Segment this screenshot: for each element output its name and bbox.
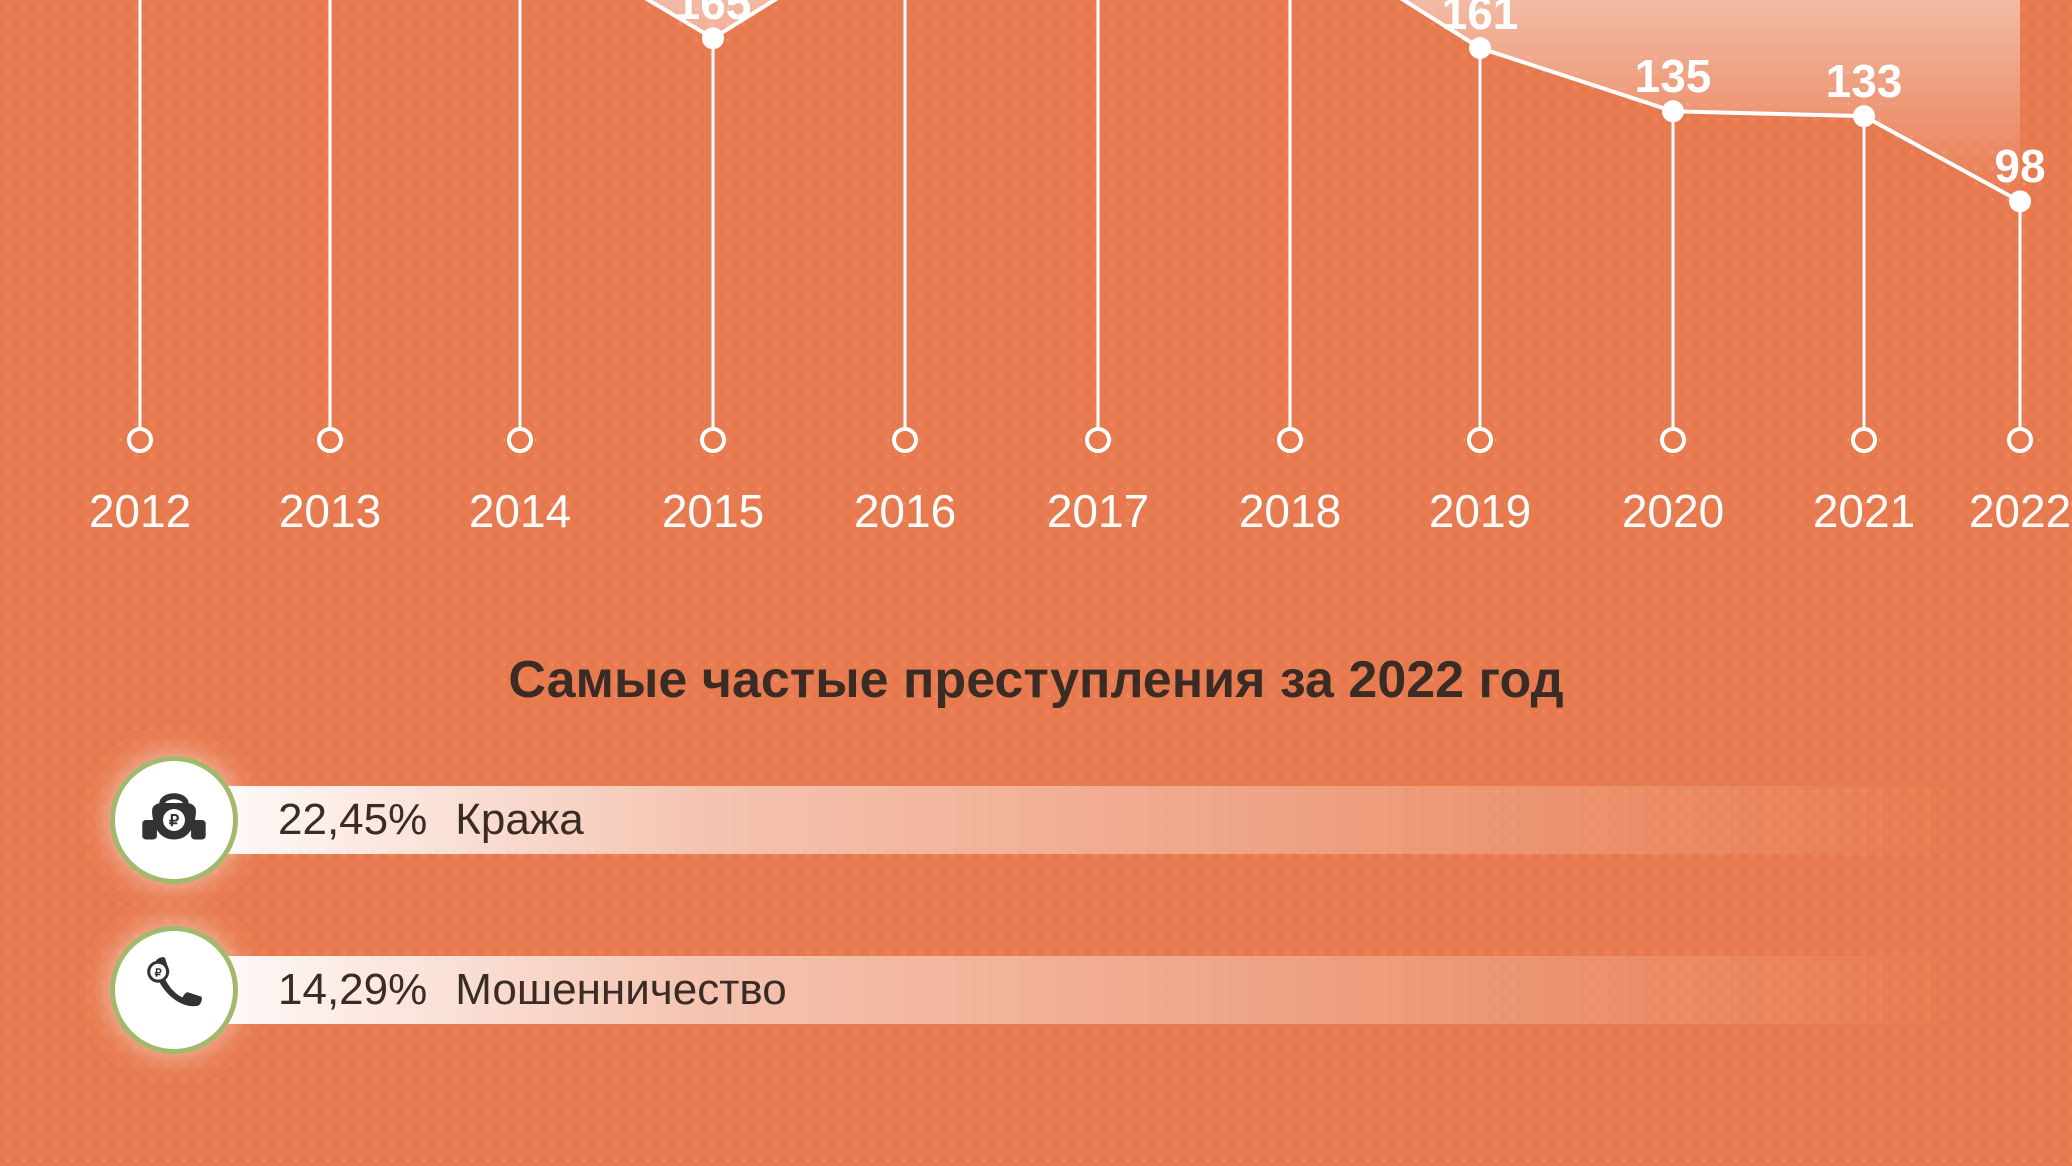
value-label: 135 [1635, 49, 1712, 103]
purse-icon: ₽ [110, 756, 238, 884]
year-label: 2017 [1047, 484, 1149, 538]
svg-text:₽: ₽ [169, 813, 179, 830]
year-label: 2012 [89, 484, 191, 538]
value-label: 165 [675, 0, 752, 30]
crime-pct: 14,29% [278, 965, 427, 1015]
crime-name: Кража [455, 795, 583, 845]
year-label: 2019 [1429, 484, 1531, 538]
value-label: 161 [1442, 0, 1519, 40]
value-label: 98 [1994, 139, 2045, 193]
crime-row: ₽14,29% Мошенничество [110, 930, 1962, 1050]
crime-row: ₽22,45% Кража [110, 760, 1962, 880]
year-label: 2022 [1969, 484, 2071, 538]
year-label: 2021 [1813, 484, 1915, 538]
crimes-list: ₽22,45% Кража ₽14,29% Мошенничество [0, 760, 2072, 1050]
year-label: 2015 [662, 484, 764, 538]
value-label: 133 [1826, 54, 1903, 108]
crime-trend-chart: 2012 2013 2014 2015 165 2016 2017 2018 2019 161 20… [0, 0, 2072, 590]
svg-text:₽: ₽ [155, 968, 162, 980]
crime-pct: 22,45% [278, 795, 427, 845]
phone-icon: ₽ [110, 926, 238, 1054]
crime-name: Мошенничество [455, 965, 786, 1015]
year-label: 2014 [469, 484, 571, 538]
year-label: 2013 [279, 484, 381, 538]
year-label: 2018 [1239, 484, 1341, 538]
year-label: 2020 [1622, 484, 1724, 538]
year-label: 2016 [854, 484, 956, 538]
crime-text: 14,29% Мошенничество [278, 965, 787, 1015]
crime-text: 22,45% Кража [278, 795, 584, 845]
section-title: Самые частые преступления за 2022 год [0, 650, 2072, 710]
